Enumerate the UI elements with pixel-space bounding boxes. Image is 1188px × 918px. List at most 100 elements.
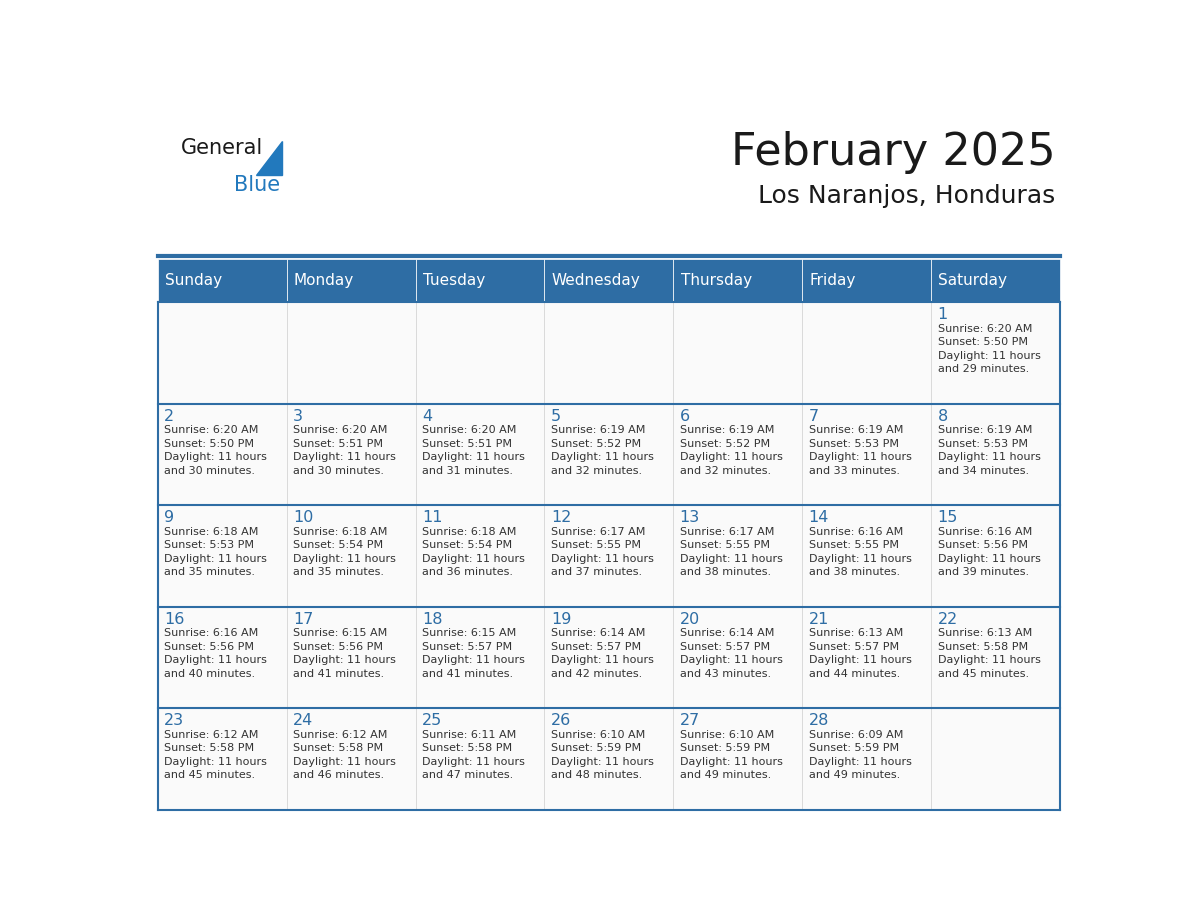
Text: 12: 12 <box>551 510 571 525</box>
Text: 5: 5 <box>551 409 561 424</box>
Bar <box>286 607 416 709</box>
Text: Sunrise: 6:20 AM
Sunset: 5:50 PM
Daylight: 11 hours
and 29 minutes.: Sunrise: 6:20 AM Sunset: 5:50 PM Dayligh… <box>937 324 1041 375</box>
Text: 9: 9 <box>164 510 175 525</box>
Text: Sunrise: 6:19 AM
Sunset: 5:52 PM
Daylight: 11 hours
and 32 minutes.: Sunrise: 6:19 AM Sunset: 5:52 PM Dayligh… <box>551 425 653 476</box>
Text: 11: 11 <box>422 510 442 525</box>
Bar <box>931 607 1060 709</box>
Text: 19: 19 <box>551 612 571 627</box>
Text: Blue: Blue <box>234 175 280 196</box>
Text: Sunrise: 6:15 AM
Sunset: 5:56 PM
Daylight: 11 hours
and 41 minutes.: Sunrise: 6:15 AM Sunset: 5:56 PM Dayligh… <box>293 628 396 679</box>
Text: Sunrise: 6:15 AM
Sunset: 5:57 PM
Daylight: 11 hours
and 41 minutes.: Sunrise: 6:15 AM Sunset: 5:57 PM Dayligh… <box>422 628 525 679</box>
Bar <box>931 259 1060 302</box>
Bar <box>931 506 1060 607</box>
Text: 21: 21 <box>809 612 829 627</box>
Bar <box>802 302 931 404</box>
Bar <box>416 259 544 302</box>
Text: 15: 15 <box>937 510 958 525</box>
Bar <box>416 607 544 709</box>
Text: 18: 18 <box>422 612 442 627</box>
Text: Sunday: Sunday <box>165 273 222 288</box>
Text: Saturday: Saturday <box>939 273 1007 288</box>
Bar <box>931 709 1060 810</box>
Bar <box>931 302 1060 404</box>
Bar <box>674 404 802 506</box>
Bar <box>158 709 286 810</box>
Text: Sunrise: 6:09 AM
Sunset: 5:59 PM
Daylight: 11 hours
and 49 minutes.: Sunrise: 6:09 AM Sunset: 5:59 PM Dayligh… <box>809 730 911 780</box>
Text: Sunrise: 6:18 AM
Sunset: 5:53 PM
Daylight: 11 hours
and 35 minutes.: Sunrise: 6:18 AM Sunset: 5:53 PM Dayligh… <box>164 527 267 577</box>
Text: Sunrise: 6:19 AM
Sunset: 5:52 PM
Daylight: 11 hours
and 32 minutes.: Sunrise: 6:19 AM Sunset: 5:52 PM Dayligh… <box>680 425 783 476</box>
Text: Sunrise: 6:17 AM
Sunset: 5:55 PM
Daylight: 11 hours
and 38 minutes.: Sunrise: 6:17 AM Sunset: 5:55 PM Dayligh… <box>680 527 783 577</box>
Bar <box>674 607 802 709</box>
Bar <box>158 259 286 302</box>
Text: Sunrise: 6:19 AM
Sunset: 5:53 PM
Daylight: 11 hours
and 34 minutes.: Sunrise: 6:19 AM Sunset: 5:53 PM Dayligh… <box>937 425 1041 476</box>
Text: Sunrise: 6:13 AM
Sunset: 5:57 PM
Daylight: 11 hours
and 44 minutes.: Sunrise: 6:13 AM Sunset: 5:57 PM Dayligh… <box>809 628 911 679</box>
Bar <box>544 709 674 810</box>
Bar <box>286 302 416 404</box>
Text: 22: 22 <box>937 612 958 627</box>
Text: 26: 26 <box>551 713 571 728</box>
Text: 13: 13 <box>680 510 700 525</box>
Bar <box>544 259 674 302</box>
Text: Sunrise: 6:10 AM
Sunset: 5:59 PM
Daylight: 11 hours
and 49 minutes.: Sunrise: 6:10 AM Sunset: 5:59 PM Dayligh… <box>680 730 783 780</box>
Bar <box>544 404 674 506</box>
Bar <box>286 404 416 506</box>
Bar <box>416 506 544 607</box>
Text: Sunrise: 6:13 AM
Sunset: 5:58 PM
Daylight: 11 hours
and 45 minutes.: Sunrise: 6:13 AM Sunset: 5:58 PM Dayligh… <box>937 628 1041 679</box>
Text: 27: 27 <box>680 713 700 728</box>
Bar <box>674 302 802 404</box>
Text: General: General <box>181 139 263 159</box>
Text: Tuesday: Tuesday <box>423 273 485 288</box>
Bar <box>674 709 802 810</box>
Text: 8: 8 <box>937 409 948 424</box>
Text: Sunrise: 6:19 AM
Sunset: 5:53 PM
Daylight: 11 hours
and 33 minutes.: Sunrise: 6:19 AM Sunset: 5:53 PM Dayligh… <box>809 425 911 476</box>
Bar <box>802 607 931 709</box>
Text: 10: 10 <box>293 510 314 525</box>
Bar <box>158 506 286 607</box>
Bar <box>544 506 674 607</box>
Bar <box>674 259 802 302</box>
Bar <box>416 404 544 506</box>
Text: Monday: Monday <box>293 273 354 288</box>
Text: Sunrise: 6:20 AM
Sunset: 5:51 PM
Daylight: 11 hours
and 31 minutes.: Sunrise: 6:20 AM Sunset: 5:51 PM Dayligh… <box>422 425 525 476</box>
Text: Sunrise: 6:12 AM
Sunset: 5:58 PM
Daylight: 11 hours
and 45 minutes.: Sunrise: 6:12 AM Sunset: 5:58 PM Dayligh… <box>164 730 267 780</box>
Text: 2: 2 <box>164 409 175 424</box>
Text: February 2025: February 2025 <box>731 131 1055 174</box>
Text: 4: 4 <box>422 409 432 424</box>
Text: Sunrise: 6:20 AM
Sunset: 5:51 PM
Daylight: 11 hours
and 30 minutes.: Sunrise: 6:20 AM Sunset: 5:51 PM Dayligh… <box>293 425 396 476</box>
Bar <box>416 709 544 810</box>
Bar <box>286 259 416 302</box>
Text: Sunrise: 6:11 AM
Sunset: 5:58 PM
Daylight: 11 hours
and 47 minutes.: Sunrise: 6:11 AM Sunset: 5:58 PM Dayligh… <box>422 730 525 780</box>
Text: 6: 6 <box>680 409 690 424</box>
Bar <box>544 607 674 709</box>
Text: Sunrise: 6:18 AM
Sunset: 5:54 PM
Daylight: 11 hours
and 36 minutes.: Sunrise: 6:18 AM Sunset: 5:54 PM Dayligh… <box>422 527 525 577</box>
Bar <box>802 259 931 302</box>
Bar <box>802 506 931 607</box>
Text: Sunrise: 6:16 AM
Sunset: 5:56 PM
Daylight: 11 hours
and 39 minutes.: Sunrise: 6:16 AM Sunset: 5:56 PM Dayligh… <box>937 527 1041 577</box>
Text: 23: 23 <box>164 713 184 728</box>
Text: Sunrise: 6:14 AM
Sunset: 5:57 PM
Daylight: 11 hours
and 43 minutes.: Sunrise: 6:14 AM Sunset: 5:57 PM Dayligh… <box>680 628 783 679</box>
Text: 17: 17 <box>293 612 314 627</box>
Text: 28: 28 <box>809 713 829 728</box>
Text: 14: 14 <box>809 510 829 525</box>
Text: Los Naranjos, Honduras: Los Naranjos, Honduras <box>758 185 1055 208</box>
Bar <box>544 302 674 404</box>
Bar <box>286 506 416 607</box>
Text: 16: 16 <box>164 612 184 627</box>
Bar <box>802 709 931 810</box>
Text: 1: 1 <box>937 308 948 322</box>
Bar <box>674 506 802 607</box>
Text: Sunrise: 6:10 AM
Sunset: 5:59 PM
Daylight: 11 hours
and 48 minutes.: Sunrise: 6:10 AM Sunset: 5:59 PM Dayligh… <box>551 730 653 780</box>
Text: Sunrise: 6:18 AM
Sunset: 5:54 PM
Daylight: 11 hours
and 35 minutes.: Sunrise: 6:18 AM Sunset: 5:54 PM Dayligh… <box>293 527 396 577</box>
Text: Sunrise: 6:12 AM
Sunset: 5:58 PM
Daylight: 11 hours
and 46 minutes.: Sunrise: 6:12 AM Sunset: 5:58 PM Dayligh… <box>293 730 396 780</box>
Text: Wednesday: Wednesday <box>551 273 640 288</box>
Text: 24: 24 <box>293 713 314 728</box>
Text: Sunrise: 6:16 AM
Sunset: 5:56 PM
Daylight: 11 hours
and 40 minutes.: Sunrise: 6:16 AM Sunset: 5:56 PM Dayligh… <box>164 628 267 679</box>
Text: Thursday: Thursday <box>681 273 752 288</box>
Text: 25: 25 <box>422 713 442 728</box>
Bar <box>416 302 544 404</box>
Polygon shape <box>257 140 282 175</box>
Bar <box>286 709 416 810</box>
Text: 3: 3 <box>293 409 303 424</box>
Text: 20: 20 <box>680 612 700 627</box>
Bar <box>158 302 286 404</box>
